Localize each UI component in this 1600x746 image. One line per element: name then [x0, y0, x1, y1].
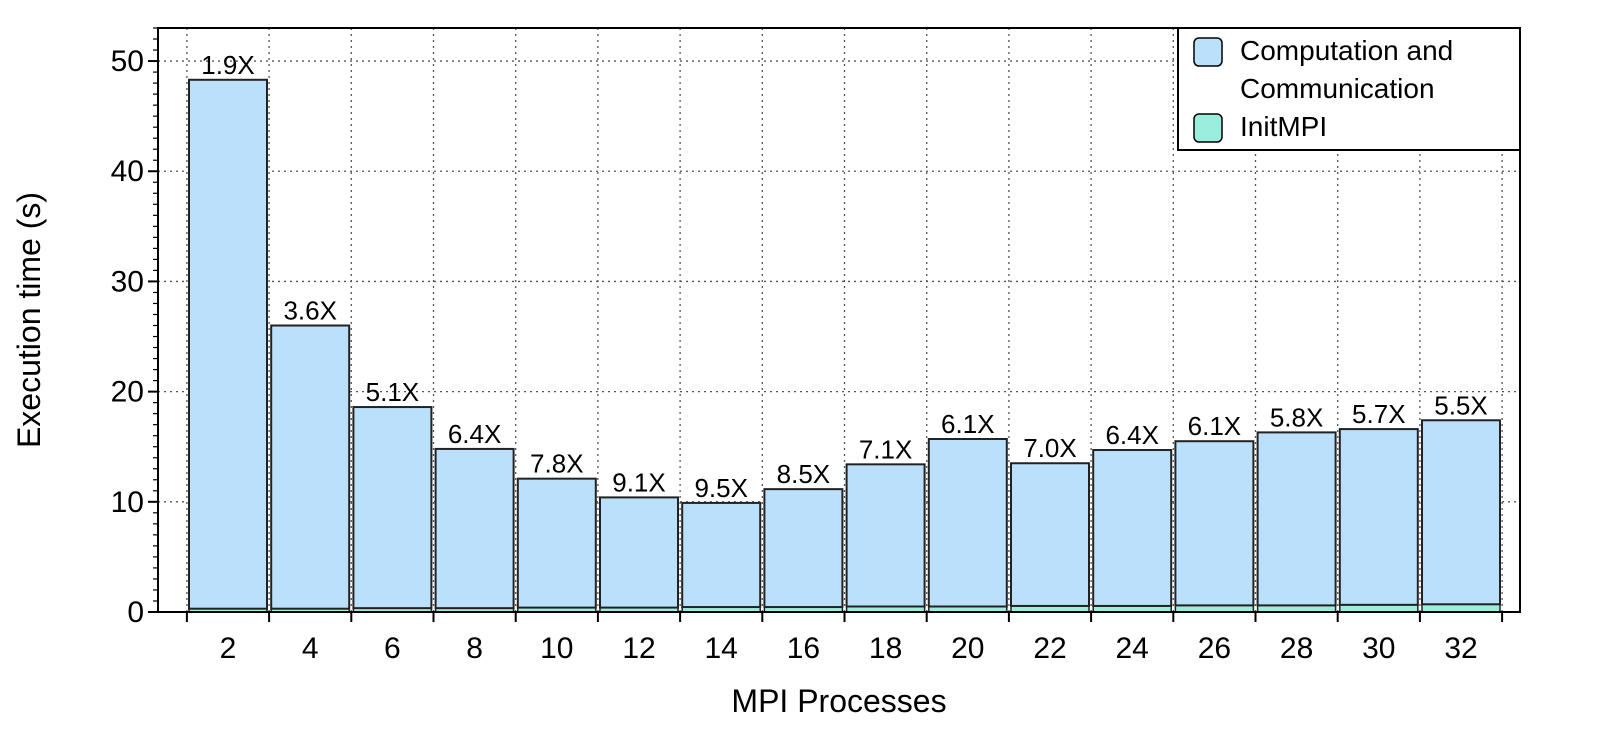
legend-label-computation: Communication: [1240, 73, 1435, 104]
bar-speedup-label: 5.8X: [1270, 402, 1324, 432]
x-tick-label: 12: [622, 632, 655, 665]
y-axis-title: Execution time (s): [11, 192, 47, 448]
x-tick-label: 18: [869, 632, 902, 665]
x-tick-label: 10: [540, 632, 573, 665]
x-tick-label: 22: [1033, 632, 1066, 665]
plot-frame: [157, 27, 1521, 613]
bar-speedup-label: 5.7X: [1352, 399, 1406, 429]
y-tick-label: 30: [111, 265, 144, 298]
bar-speedup-label: 5.1X: [366, 377, 420, 407]
legend-box: [1177, 27, 1521, 151]
bar-speedup-label: 6.4X: [448, 419, 502, 449]
bar-speedup-label: 7.8X: [530, 449, 584, 479]
legend-swatch-computation: [1193, 37, 1223, 67]
bar-computation: [352, 406, 433, 610]
y-tick-label: 40: [111, 155, 144, 188]
bar-layer: [188, 78, 1501, 613]
bar-computation: [516, 477, 597, 609]
bar-speedup-label: 7.0X: [1023, 433, 1077, 463]
x-tick-label: 24: [1116, 632, 1149, 665]
x-tick-label: 2: [220, 632, 237, 665]
legend-label-initmpi: InitMPI: [1240, 111, 1327, 142]
bar-speedup-label: 7.1X: [859, 434, 913, 464]
bar-computation: [1338, 428, 1419, 606]
x-tick-label: 32: [1444, 632, 1477, 665]
bar-speedup-label: 5.5X: [1434, 390, 1488, 420]
x-tick-label: 14: [705, 632, 738, 665]
x-tick-label: 16: [787, 632, 820, 665]
x-axis-title: MPI Processes: [731, 683, 946, 719]
legend-label-computation: Computation and: [1240, 35, 1453, 66]
bar-computation: [763, 488, 844, 609]
bar-computation: [1174, 440, 1255, 607]
bar-speedup-label: 1.9X: [201, 50, 255, 80]
x-tick-label: 6: [384, 632, 401, 665]
bar-computation: [927, 438, 1008, 608]
x-tick-label: 8: [466, 632, 483, 665]
y-tick-label: 0: [127, 596, 144, 629]
bar-computation: [1421, 419, 1501, 606]
bar-computation: [681, 501, 762, 609]
bar-computation: [188, 78, 268, 610]
bar-computation: [845, 463, 926, 608]
y-tick-label: 20: [111, 376, 144, 409]
x-tick-label: 26: [1198, 632, 1231, 665]
bar-computation: [1256, 431, 1337, 607]
bar-initmpi: [1421, 603, 1501, 613]
bar-speedup-label: 9.1X: [612, 467, 666, 497]
bar-speedup-label: 8.5X: [777, 459, 831, 489]
legend: Computation and Communication InitMPI: [1177, 27, 1521, 151]
bar-initmpi: [1339, 604, 1419, 613]
bar-computation: [434, 447, 515, 610]
bar-speedup-label: 9.5X: [694, 473, 748, 503]
bar-speedup-label: 6.1X: [1188, 411, 1242, 441]
bar-speedup-label: 3.6X: [283, 296, 337, 326]
bar-computation: [1010, 462, 1090, 607]
bar-speedup-label: 6.4X: [1105, 420, 1159, 450]
x-tick-label: 20: [951, 632, 984, 665]
bar-speedup-label: 6.1X: [941, 409, 995, 439]
bar-computation: [599, 496, 679, 609]
bar-computation: [1092, 449, 1173, 607]
y-tick-label: 10: [111, 486, 144, 519]
x-tick-label: 4: [302, 632, 319, 665]
x-tick-label: 28: [1280, 632, 1313, 665]
x-tick-label: 30: [1362, 632, 1395, 665]
bar-computation: [270, 324, 351, 610]
y-tick-label: 50: [111, 45, 144, 78]
legend-swatch-initmpi: [1193, 113, 1223, 143]
data-label-layer: 1.9X 3.6X 5.1X 6.4X 7.8X 9.1X 9.5X 8.5X 7.1X 6.1X…: [201, 50, 1488, 503]
